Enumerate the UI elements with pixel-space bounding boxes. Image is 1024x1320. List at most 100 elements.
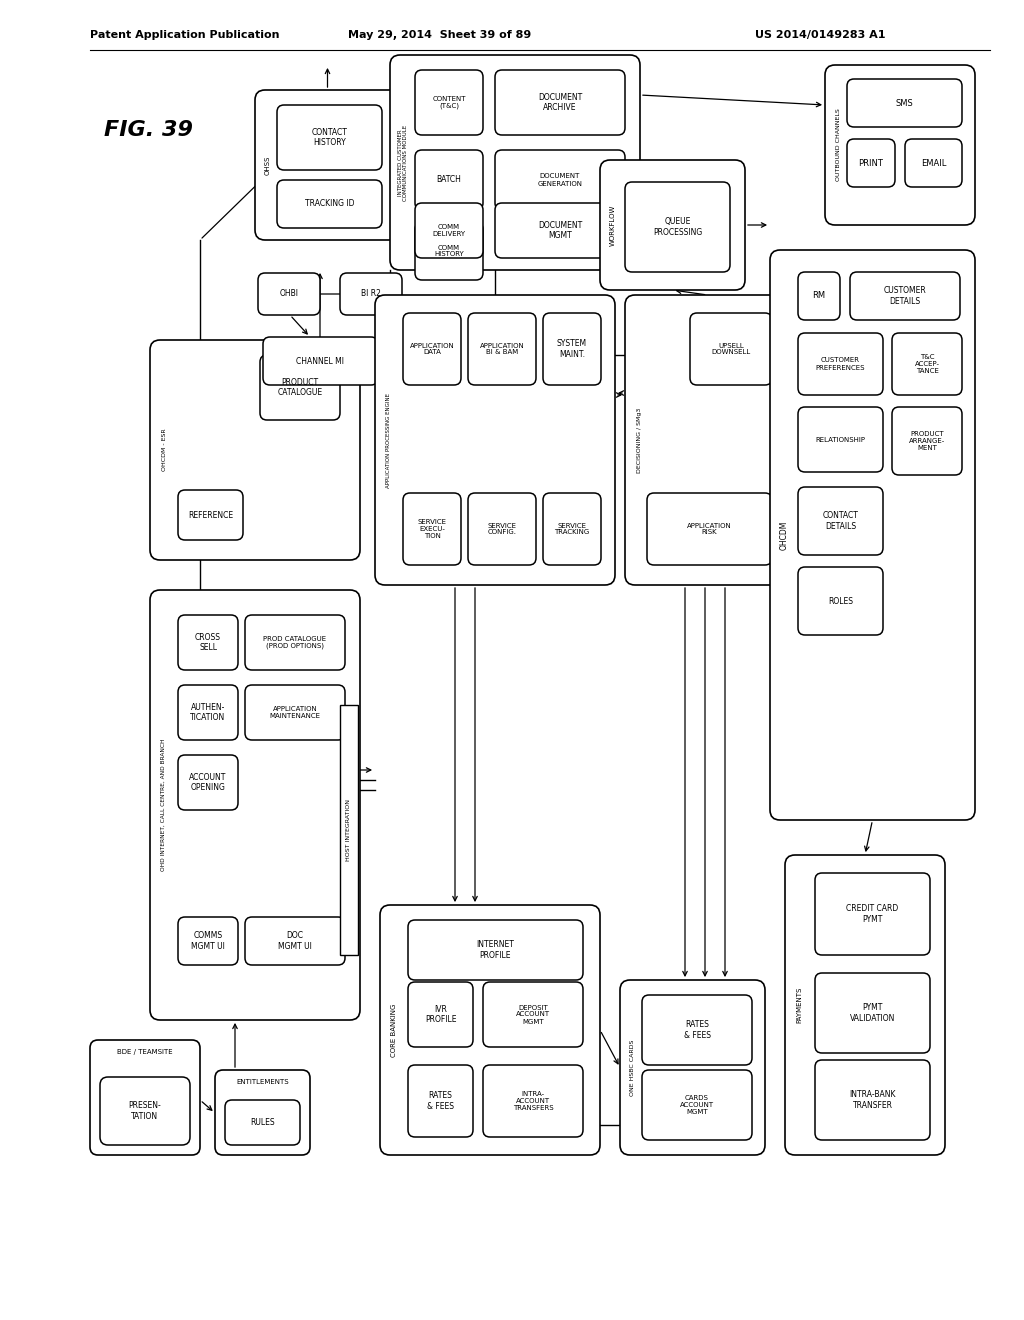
FancyBboxPatch shape: [380, 906, 600, 1155]
Text: REFERENCE: REFERENCE: [188, 511, 233, 520]
FancyBboxPatch shape: [408, 920, 583, 979]
Text: BDE / TEAMSITE: BDE / TEAMSITE: [117, 1049, 173, 1055]
Text: SMS: SMS: [896, 99, 913, 107]
Text: OHD INTERNET, CALL CENTRE, AND BRANCH: OHD INTERNET, CALL CENTRE, AND BRANCH: [161, 739, 166, 871]
Text: AUTHEN-
TICATION: AUTHEN- TICATION: [190, 702, 225, 722]
FancyBboxPatch shape: [245, 685, 345, 741]
FancyBboxPatch shape: [785, 855, 945, 1155]
Text: DOCUMENT
GENERATION: DOCUMENT GENERATION: [538, 173, 583, 186]
FancyBboxPatch shape: [245, 615, 345, 671]
FancyBboxPatch shape: [642, 995, 752, 1065]
Text: APPLICATION
BI & BAM: APPLICATION BI & BAM: [479, 342, 524, 355]
Text: SYSTEM
MAINT.: SYSTEM MAINT.: [557, 339, 587, 359]
FancyBboxPatch shape: [815, 1060, 930, 1140]
FancyBboxPatch shape: [415, 150, 483, 210]
FancyBboxPatch shape: [408, 982, 473, 1047]
FancyBboxPatch shape: [178, 615, 238, 671]
FancyBboxPatch shape: [620, 979, 765, 1155]
Text: COMM
DELIVERY: COMM DELIVERY: [432, 224, 466, 238]
FancyBboxPatch shape: [825, 65, 975, 224]
FancyBboxPatch shape: [770, 249, 975, 820]
FancyBboxPatch shape: [403, 492, 461, 565]
Text: DOCUMENT
ARCHIVE: DOCUMENT ARCHIVE: [538, 92, 582, 112]
Text: Patent Application Publication: Patent Application Publication: [90, 30, 280, 40]
Text: CUSTOMER
DETAILS: CUSTOMER DETAILS: [884, 286, 927, 306]
Text: INTERNET
PROFILE: INTERNET PROFILE: [476, 940, 514, 960]
FancyBboxPatch shape: [495, 150, 625, 210]
FancyBboxPatch shape: [495, 203, 625, 257]
Text: INTRA-
ACCOUNT
TRANSFERS: INTRA- ACCOUNT TRANSFERS: [513, 1092, 553, 1111]
FancyBboxPatch shape: [403, 313, 461, 385]
FancyBboxPatch shape: [245, 917, 345, 965]
Text: COMMS
MGMT UI: COMMS MGMT UI: [191, 932, 225, 950]
FancyBboxPatch shape: [178, 917, 238, 965]
Text: CROSS
SELL: CROSS SELL: [195, 632, 221, 652]
Text: APPLICATION
RISK: APPLICATION RISK: [687, 523, 732, 536]
FancyBboxPatch shape: [260, 355, 340, 420]
FancyBboxPatch shape: [815, 973, 930, 1053]
FancyBboxPatch shape: [178, 755, 238, 810]
FancyBboxPatch shape: [415, 222, 483, 280]
Text: CONTACT
HISTORY: CONTACT HISTORY: [311, 128, 347, 148]
Text: CUSTOMER
PREFERENCES: CUSTOMER PREFERENCES: [816, 358, 865, 371]
FancyBboxPatch shape: [258, 273, 319, 315]
Text: DOCUMENT
MGMT: DOCUMENT MGMT: [538, 220, 582, 240]
Text: BATCH: BATCH: [436, 176, 462, 185]
Text: PYMT
VALIDATION: PYMT VALIDATION: [850, 1003, 895, 1023]
FancyBboxPatch shape: [600, 160, 745, 290]
Text: PRESEN-
TATION: PRESEN- TATION: [129, 1101, 162, 1121]
FancyBboxPatch shape: [892, 333, 962, 395]
Text: TRACKING ID: TRACKING ID: [305, 199, 354, 209]
Text: APPLICATION
MAINTENANCE: APPLICATION MAINTENANCE: [269, 706, 321, 719]
FancyBboxPatch shape: [892, 407, 962, 475]
Text: CHANNEL MI: CHANNEL MI: [297, 356, 344, 366]
FancyBboxPatch shape: [390, 55, 640, 271]
FancyBboxPatch shape: [215, 1071, 310, 1155]
Text: BI R2: BI R2: [361, 289, 381, 298]
Text: WORKFLOW: WORKFLOW: [610, 205, 616, 246]
FancyBboxPatch shape: [100, 1077, 190, 1144]
FancyBboxPatch shape: [468, 492, 536, 565]
FancyBboxPatch shape: [278, 106, 382, 170]
Text: UPSELL
DOWNSELL: UPSELL DOWNSELL: [712, 342, 751, 355]
Text: RATES
& FEES: RATES & FEES: [427, 1092, 454, 1110]
FancyBboxPatch shape: [150, 341, 360, 560]
Text: ENTITLEMENTS: ENTITLEMENTS: [237, 1078, 289, 1085]
Text: QUEUE
PROCESSING: QUEUE PROCESSING: [653, 218, 702, 236]
Text: CONTACT
DETAILS: CONTACT DETAILS: [822, 511, 858, 531]
Text: CORE BANKING: CORE BANKING: [391, 1003, 397, 1057]
Text: OHCDM: OHCDM: [779, 520, 788, 549]
Text: SERVICE
EXECU-
TION: SERVICE EXECU- TION: [418, 519, 446, 539]
FancyBboxPatch shape: [225, 1100, 300, 1144]
FancyBboxPatch shape: [647, 492, 772, 565]
FancyBboxPatch shape: [468, 313, 536, 385]
Text: RM: RM: [812, 292, 825, 301]
FancyBboxPatch shape: [340, 273, 402, 315]
FancyBboxPatch shape: [798, 568, 883, 635]
Text: CARDS
ACCOUNT
MGMT: CARDS ACCOUNT MGMT: [680, 1096, 714, 1115]
Text: T&C
ACCEP-
TANCE: T&C ACCEP- TANCE: [914, 354, 939, 374]
Text: US 2014/0149283 A1: US 2014/0149283 A1: [755, 30, 886, 40]
FancyBboxPatch shape: [847, 139, 895, 187]
FancyBboxPatch shape: [415, 70, 483, 135]
FancyBboxPatch shape: [255, 90, 400, 240]
FancyBboxPatch shape: [150, 590, 360, 1020]
Text: OUTBOUND CHANNELS: OUTBOUND CHANNELS: [836, 108, 841, 181]
FancyBboxPatch shape: [815, 873, 930, 954]
FancyBboxPatch shape: [798, 333, 883, 395]
FancyBboxPatch shape: [625, 182, 730, 272]
Text: ONE HSBC CARDS: ONE HSBC CARDS: [631, 1039, 636, 1096]
FancyBboxPatch shape: [798, 487, 883, 554]
FancyBboxPatch shape: [408, 1065, 473, 1137]
Text: APPLICATION
DATA: APPLICATION DATA: [410, 342, 455, 355]
FancyBboxPatch shape: [850, 272, 961, 319]
Text: May 29, 2014  Sheet 39 of 89: May 29, 2014 Sheet 39 of 89: [348, 30, 531, 40]
FancyBboxPatch shape: [798, 407, 883, 473]
FancyBboxPatch shape: [642, 1071, 752, 1140]
Text: EMAIL: EMAIL: [921, 158, 946, 168]
Text: IVR
PROFILE: IVR PROFILE: [425, 1005, 457, 1024]
FancyBboxPatch shape: [178, 490, 243, 540]
Text: OHCDM - ESR: OHCDM - ESR: [162, 429, 167, 471]
Text: RELATIONSHIP: RELATIONSHIP: [815, 437, 865, 442]
FancyBboxPatch shape: [690, 313, 772, 385]
